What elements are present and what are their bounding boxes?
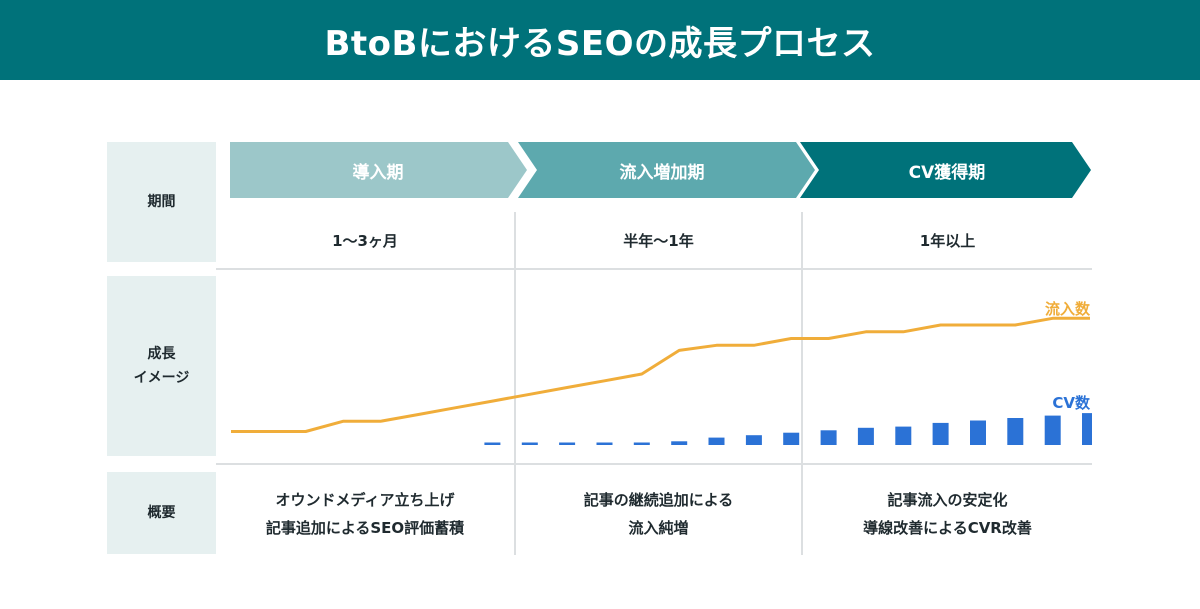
row-label-period: 期間 [107,142,216,262]
cv-bar [783,432,800,445]
phase-arrow-intro [230,142,527,198]
summary-growth-line2: 流入純増 [628,519,689,537]
summary-cv: 記事流入の安定化 導線改善によるCVR改善 [803,486,1092,542]
period-cv: 1年以上 [919,231,976,250]
row-label-summary: 概要 [107,472,216,554]
period-growth: 半年〜1年 [623,231,694,250]
summary-growth: 記事の継続追加による 流入純増 [516,486,801,542]
summary-intro: オウンドメディア立ち上げ 記事追加によるSEO評価蓄積 [216,486,514,542]
cv-bar [1044,415,1061,445]
cv-bar [559,442,576,445]
legend-inflow: 流入数 [1044,300,1090,318]
cv-bar [708,437,725,445]
header-banner: BtoBにおけるSEOの成長プロセス [0,0,1200,80]
divider-period-growth [216,268,1092,270]
cv-bar [932,422,949,445]
summary-growth-line1: 記事の継続追加による [583,491,734,509]
growth-chart [231,316,1092,445]
cv-bar [820,430,837,445]
cv-bar [633,442,650,445]
summary-cv-line1: 記事流入の安定化 [887,491,1008,509]
inflow-line [231,316,1090,433]
cv-bar [1082,413,1092,445]
cv-bar [745,435,762,445]
summary-intro-line2: 記事追加によるSEO評価蓄積 [265,519,465,537]
divider-growth-summary [216,463,1092,465]
row-label-growth-line1: 成長 [147,346,176,362]
phase-arrows [230,142,1091,198]
cv-bar [484,442,501,445]
summary-intro-line1: オウンドメディア立ち上げ [275,491,455,509]
row-label-growth: 成長 イメージ [107,276,216,456]
phase-name-growth: 流入増加期 [619,162,705,183]
legend-cv: CV数 [1052,394,1090,412]
cv-bar [857,427,874,445]
cv-bar [596,442,613,445]
row-label-summary-text: 概要 [147,505,176,521]
row-label-period-text: 期間 [147,194,176,210]
divider-phase-1-2 [514,212,516,555]
cv-bar [1007,418,1024,445]
summary-cv-line2: 導線改善によるCVR改善 [863,519,1032,537]
cv-bar [895,426,912,445]
page-title: BtoBにおけるSEOの成長プロセス [324,23,876,64]
phase-name-cv: CV獲得期 [908,162,986,183]
cv-bar [521,442,538,445]
phase-arrow-cv [800,142,1091,198]
row-label-growth-line2: イメージ [133,370,190,386]
cv-bar [671,441,688,445]
phase-arrow-growth [518,142,815,198]
divider-phase-2-3 [801,212,803,555]
phase-name-intro: 導入期 [352,162,404,183]
period-intro: 1〜3ヶ月 [332,231,398,250]
cv-bar [970,420,986,445]
